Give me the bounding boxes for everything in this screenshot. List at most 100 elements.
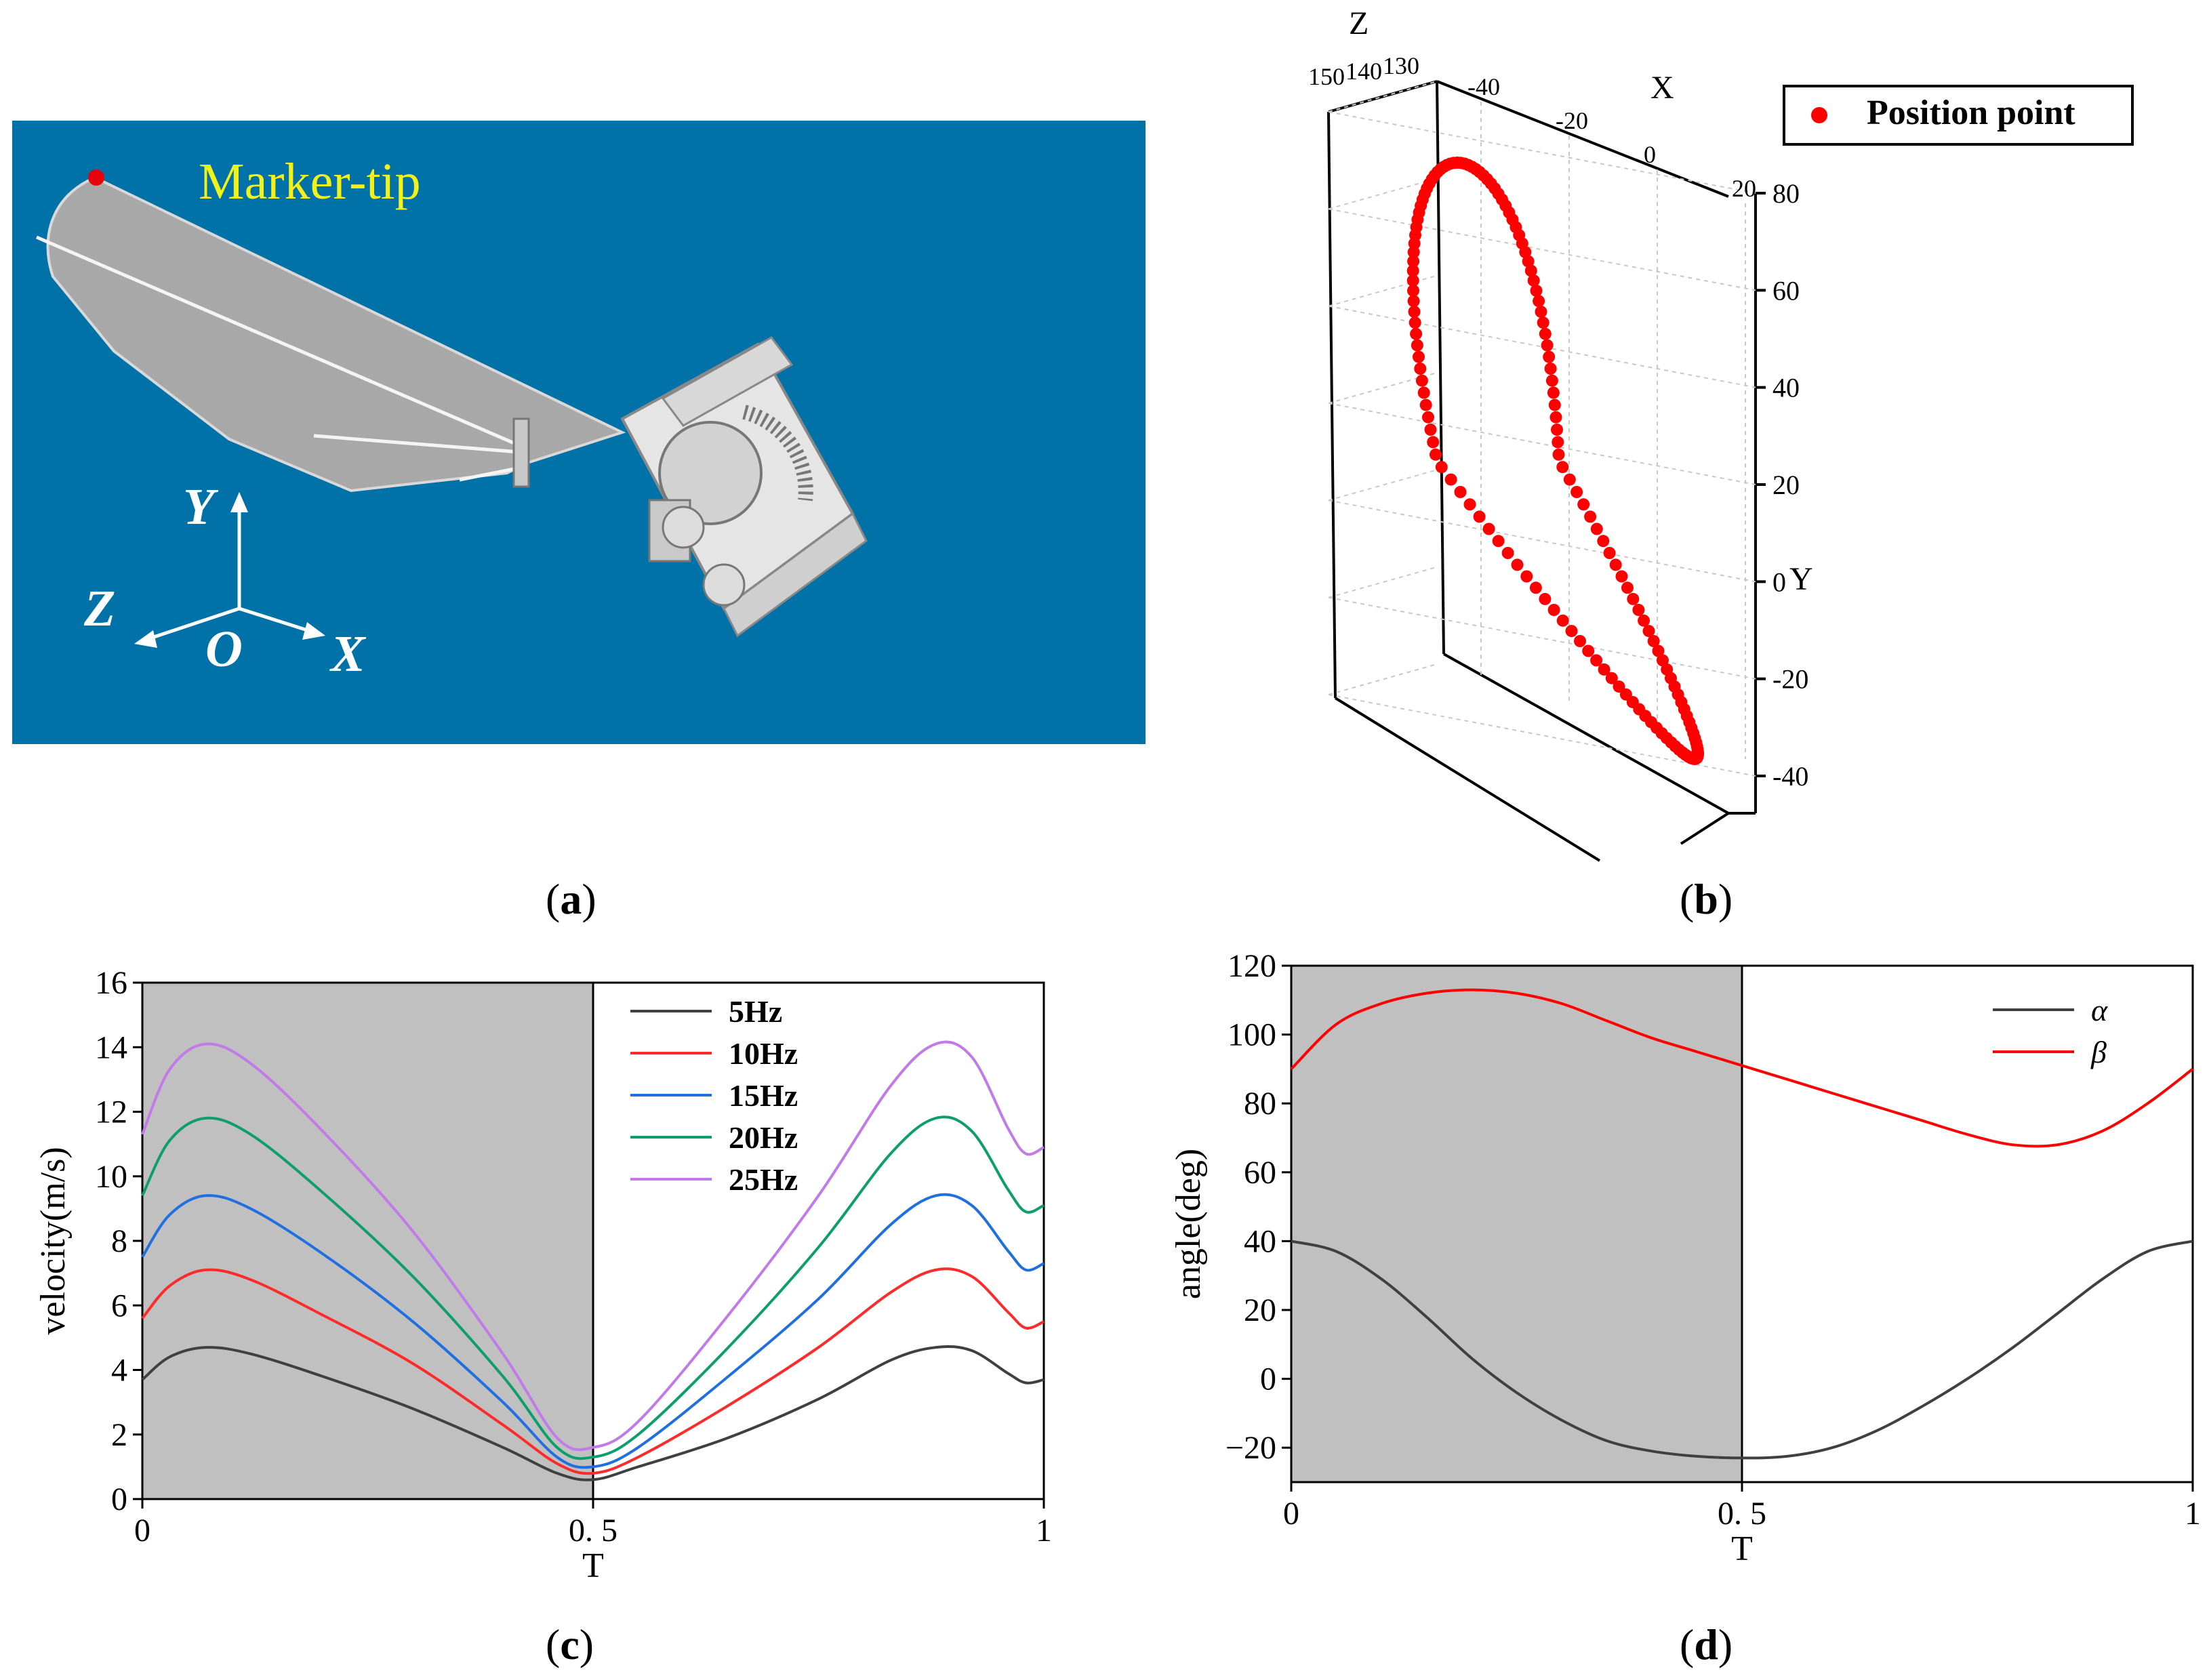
position-point [1527,274,1540,287]
position-point [1414,363,1427,375]
z-tick-label: 130 [1383,52,1419,79]
legend-label: β [2090,1035,2107,1069]
y-tick-label: 120 [1228,949,1276,984]
position-point [1419,398,1432,411]
caption-c: (c) [546,1620,594,1668]
panel-b: 80 60 40 20 0 -20 -40 150 140 130 -40 -20 0 20 Z X … [1288,0,2183,874]
y-tick-label: 20 [1772,470,1800,500]
position-point [1582,644,1595,657]
position-point [1621,581,1634,594]
position-point [1642,625,1655,638]
position-point [1548,398,1561,411]
position-point [1570,486,1583,498]
legend-label: 20Hz [729,1120,798,1155]
position-point [1552,448,1565,461]
position-point [1501,547,1514,559]
position-point [1435,461,1448,474]
wing-membrane [46,176,626,493]
legend-label: α [2091,993,2108,1027]
position-point [1584,510,1597,523]
position-point [1551,424,1563,436]
position-point [1533,295,1545,308]
axis-z-label: Z [83,580,115,637]
marker-tip-label: Marker-tip [199,153,421,210]
x-tick-label: 0. 5 [569,1513,617,1549]
series-line-β [1290,988,2194,1148]
position-point [1556,461,1569,474]
position-point [1482,523,1495,535]
y-tick-label: 14 [95,1029,127,1065]
legend-label: 5Hz [729,994,782,1029]
y-tick-label: 80 [1772,178,1800,209]
legend-label: 25Hz [729,1162,798,1197]
y-tick-label: 0 [111,1481,127,1517]
y-tick-label: 8 [111,1223,127,1259]
position-point [1627,592,1640,605]
position-point [1544,363,1557,375]
y-tick-label: 10 [95,1159,127,1195]
position-point [1577,498,1590,511]
legend-marker [1811,107,1827,123]
x-tick-label: 0 [1283,1496,1299,1532]
position-point [1519,246,1532,259]
position-point [1603,547,1616,559]
position-point [1547,604,1560,616]
caption-d: (d) [1680,1620,1733,1668]
series-line-5Hz [141,1345,1045,1481]
position-point [1530,284,1543,297]
x-axis-label: T [1731,1530,1753,1568]
position-point [1598,663,1610,676]
series-line-α [1291,1239,2193,1460]
wing-root-bar [512,417,530,488]
position-point [1632,604,1645,616]
y-tick-label: 16 [95,965,127,1001]
position-point [1547,386,1560,399]
y-tick-label: -20 [1772,664,1808,695]
x-tick-label: -20 [1556,107,1588,134]
position-point [1539,327,1552,340]
z-tick-label: 150 [1308,63,1345,90]
position-point [1409,316,1421,329]
caption-a: (a) [546,875,596,923]
axis-x-label: X [329,626,367,682]
position-point [1549,411,1562,424]
y-tick-label: 40 [1772,373,1800,403]
series-line-20Hz [141,1115,1045,1460]
position-point [1556,614,1569,627]
legend-label: 15Hz [729,1078,798,1113]
position-point [1522,255,1535,268]
y-tick-label: -40 [1772,761,1808,792]
position-point [1454,486,1467,498]
series-line-10Hz [141,1267,1045,1475]
position-point [1605,672,1618,684]
position-point [1552,436,1564,449]
position-point [1539,592,1552,605]
position-point [1524,264,1537,277]
y-tick-label: 0 [1260,1361,1276,1397]
position-point [1413,350,1425,363]
position-point [1574,635,1586,647]
y-tick-label: −20 [1225,1430,1276,1466]
axis-z-label: Z [1349,5,1369,41]
position-point [1537,316,1549,329]
position-point [1647,635,1660,647]
y-tick-label: 2 [111,1417,127,1453]
legend-label: 10Hz [729,1036,798,1071]
series-line-25Hz [141,1040,1045,1452]
x-tick-label: -40 [1467,73,1500,100]
x-tick-label: 0 [1644,141,1656,168]
position-point [1590,523,1603,535]
gearbox-mechanism [620,336,868,638]
position-point [1520,570,1533,583]
position-point [1511,558,1524,571]
origin-label: O [205,621,243,678]
y-axis-label: angle(deg) [1169,1149,1208,1299]
position-point [1535,306,1547,318]
position-point [1609,558,1622,571]
series-line-15Hz [141,1193,1045,1469]
position-point [1430,448,1442,461]
